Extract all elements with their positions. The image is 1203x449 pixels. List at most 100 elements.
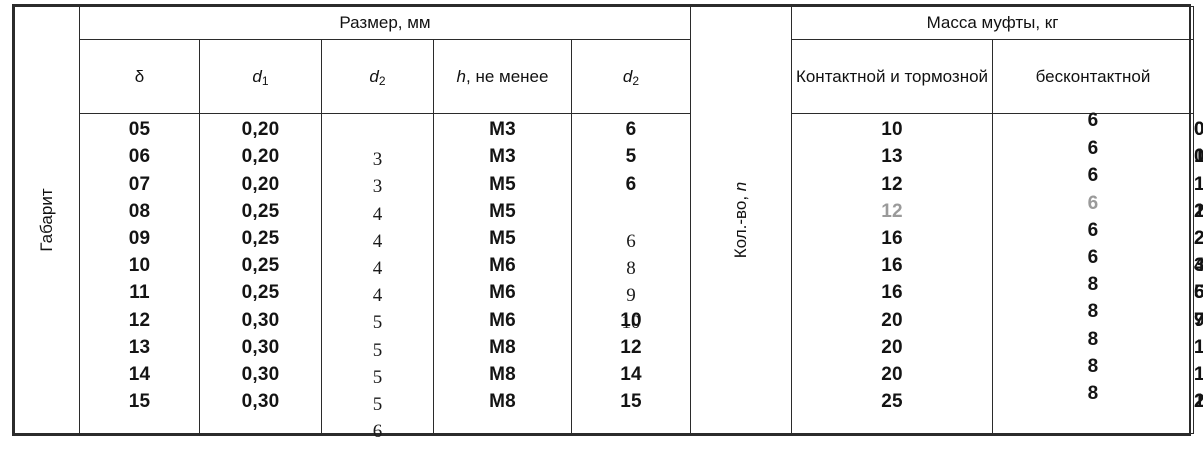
cell-value: 12 bbox=[881, 200, 903, 222]
cell-value: 12 bbox=[128, 309, 151, 331]
cell-value: 15 bbox=[620, 391, 642, 413]
cell-value: 0,30 bbox=[241, 309, 280, 331]
specification-table: Габарит Размер, мм Кол.-во, n Масса муфт… bbox=[14, 6, 1203, 442]
cell-value: 08 bbox=[128, 200, 151, 222]
cell-value: М6 bbox=[489, 309, 516, 331]
cell-value: 3 bbox=[372, 149, 383, 171]
cell-value: М5 bbox=[489, 228, 516, 250]
cell-value: 10 bbox=[128, 255, 151, 277]
cell-value: 06 bbox=[128, 146, 151, 168]
cell-value: 8 bbox=[1087, 383, 1099, 405]
col-gabarit: 05 06 07 08 09 10 11 12 13 14 15 bbox=[79, 113, 200, 434]
cell-value: М3 bbox=[489, 119, 516, 141]
cell-value: 0,20 bbox=[241, 119, 280, 141]
cell-value: 20 bbox=[881, 309, 903, 331]
cell-value: 8 bbox=[1087, 355, 1099, 377]
header-d1: d1 bbox=[199, 38, 322, 115]
cell-value: 16 bbox=[881, 255, 903, 277]
cell-value: 5 bbox=[372, 339, 383, 361]
cell-value: 6 bbox=[625, 173, 637, 195]
header-row-groups: Габарит Размер, мм Кол.-во, n Масса муфт… bbox=[14, 6, 1194, 434]
cell-value: 9 bbox=[626, 285, 636, 307]
cell-value: М8 bbox=[489, 336, 516, 358]
header-gabarit: Габарит bbox=[14, 6, 80, 434]
cell-value: М3 bbox=[489, 146, 516, 168]
col-d1: 3 3 4 4 4 4 5 5 5 5 6 bbox=[321, 113, 434, 442]
cell-value: 11 bbox=[129, 282, 150, 304]
cell-value: 16 bbox=[881, 282, 903, 304]
cell-value: 05 bbox=[128, 119, 151, 141]
col-delta: 0,20 0,20 0,20 0,25 0,25 0,25 0,25 0,30 0,30 0,30… bbox=[199, 113, 322, 434]
cell-value: 8 bbox=[1087, 328, 1099, 350]
cell-value: 5 bbox=[372, 312, 383, 334]
cell-value: 16 bbox=[881, 228, 903, 250]
cell-value: 0,30 bbox=[241, 336, 280, 358]
cell-value: 6 bbox=[372, 421, 383, 443]
cell-value: 6 bbox=[1087, 138, 1099, 160]
header-massa-noncontact: бесконтактной bbox=[992, 38, 1194, 115]
cell-value: 0,20 bbox=[241, 173, 280, 195]
cell-value: 0,25 bbox=[241, 282, 280, 304]
cell-value: 0,25 bbox=[241, 200, 280, 222]
header-delta: δ bbox=[79, 38, 200, 115]
cell-value: 10 bbox=[620, 309, 642, 331]
cell-value: 8 bbox=[626, 258, 636, 280]
cell-value: 25 bbox=[881, 391, 903, 413]
table-body-row: 05 06 07 08 09 10 11 12 13 14 15 0,20 0,20 0,20 0,25 0… bbox=[15, 110, 1203, 442]
cell-value: 14 bbox=[128, 364, 151, 386]
header-d2: d2 bbox=[321, 38, 434, 115]
cell-value: 5 bbox=[625, 146, 637, 168]
cell-value: 0,30 bbox=[241, 364, 280, 386]
header-massa-contact: Контактной и тормозной bbox=[791, 38, 993, 115]
cell-value: 8 bbox=[1087, 301, 1099, 323]
cell-value: 13 bbox=[128, 336, 151, 358]
cell-value: 0,25 bbox=[241, 255, 280, 277]
cell-value: 3 bbox=[372, 176, 383, 198]
cell-value: 20 bbox=[881, 364, 903, 386]
cell-value: 15 bbox=[128, 391, 151, 413]
cell-value: М8 bbox=[489, 391, 516, 413]
cell-value: 6 bbox=[1087, 192, 1099, 214]
cell-value: 10 bbox=[881, 119, 903, 141]
cell-value: 4 bbox=[372, 230, 383, 252]
cell-value: 12 bbox=[881, 173, 903, 195]
cell-value: 07 bbox=[128, 173, 151, 195]
col-d2-thread: М3 М3 М5 М5 М5 М6 М6 М6 М8 М8 М8 bbox=[433, 113, 572, 434]
cell-value: 0,30 bbox=[241, 391, 280, 413]
cell-value: 6 bbox=[1087, 219, 1099, 241]
header-razmer-group: Размер, мм bbox=[79, 6, 691, 40]
cell-value: 10 bbox=[621, 312, 641, 334]
cell-value: М6 bbox=[489, 282, 516, 304]
cell-value: М6 bbox=[489, 255, 516, 277]
header-kolvo: Кол.-во, n bbox=[690, 6, 792, 434]
cell-value: 6 bbox=[625, 119, 637, 141]
cell-value: 6 bbox=[1087, 165, 1099, 187]
cell-value: 4 bbox=[372, 258, 383, 280]
cell-value: М5 bbox=[489, 200, 516, 222]
header-d2-second: d2 bbox=[571, 38, 691, 115]
cell-value: 6 bbox=[1087, 110, 1099, 132]
cell-value: 09 bbox=[128, 228, 151, 250]
header-massa-group: Масса муфты, кг bbox=[791, 6, 1194, 40]
header-kolvo-label: Кол.-во, n bbox=[731, 181, 750, 259]
cell-value: 0,20 bbox=[241, 146, 280, 168]
cell-value: 20 bbox=[881, 336, 903, 358]
cell-value: 12 bbox=[620, 336, 642, 358]
spec-table-container: Габарит Размер, мм Кол.-во, n Масса муфт… bbox=[12, 4, 1203, 442]
cell-value: 0,25 bbox=[241, 228, 280, 250]
cell-value: 4 bbox=[372, 285, 383, 307]
cell-value: 8 bbox=[1087, 274, 1099, 296]
cell-value: 13 bbox=[881, 146, 903, 168]
cell-value: М8 bbox=[489, 364, 516, 386]
col-d2-second: 10 13 12 12 16 16 16 20 20 20 25 bbox=[791, 113, 993, 434]
col-h: 6 5 6 6 8 9 10 10 12 14 15 bbox=[571, 113, 691, 434]
cell-value: 6 bbox=[1087, 247, 1099, 269]
col-kolvo: 6 6 6 6 6 6 8 8 8 8 8 bbox=[992, 110, 1194, 434]
header-gabarit-label: Габарит bbox=[37, 188, 56, 252]
cell-value: 4 bbox=[372, 203, 383, 225]
header-row-sub: δ d1 d2 h, не менее d2 Контактной и торм… bbox=[15, 38, 1194, 115]
cell-value: 14 bbox=[620, 364, 642, 386]
cell-value: М5 bbox=[489, 173, 516, 195]
header-h: h, не менее bbox=[433, 38, 572, 115]
cell-value: 5 bbox=[372, 394, 383, 416]
